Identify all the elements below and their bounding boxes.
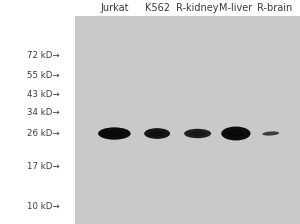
Text: 43 kD→: 43 kD→ [27,90,60,99]
Ellipse shape [221,127,250,140]
Text: M-liver: M-liver [219,3,253,13]
Ellipse shape [190,131,206,136]
Text: 17 kD→: 17 kD→ [27,162,60,171]
Text: Jurkat: Jurkat [100,3,129,13]
Text: R-kidney: R-kidney [176,3,219,13]
Ellipse shape [98,127,131,140]
Ellipse shape [149,131,165,136]
Text: 55 kD→: 55 kD→ [27,71,60,80]
Ellipse shape [184,129,211,138]
Text: 26 kD→: 26 kD→ [27,129,60,138]
Ellipse shape [105,130,124,137]
Text: 10 kD→: 10 kD→ [27,202,60,211]
Ellipse shape [262,131,279,136]
Bar [75,16,300,224]
Text: R-brain: R-brain [256,3,292,13]
Text: K562: K562 [145,3,169,13]
Ellipse shape [227,130,245,137]
Text: 72 kD→: 72 kD→ [27,51,60,60]
Ellipse shape [144,128,170,139]
Text: 34 kD→: 34 kD→ [27,108,60,117]
